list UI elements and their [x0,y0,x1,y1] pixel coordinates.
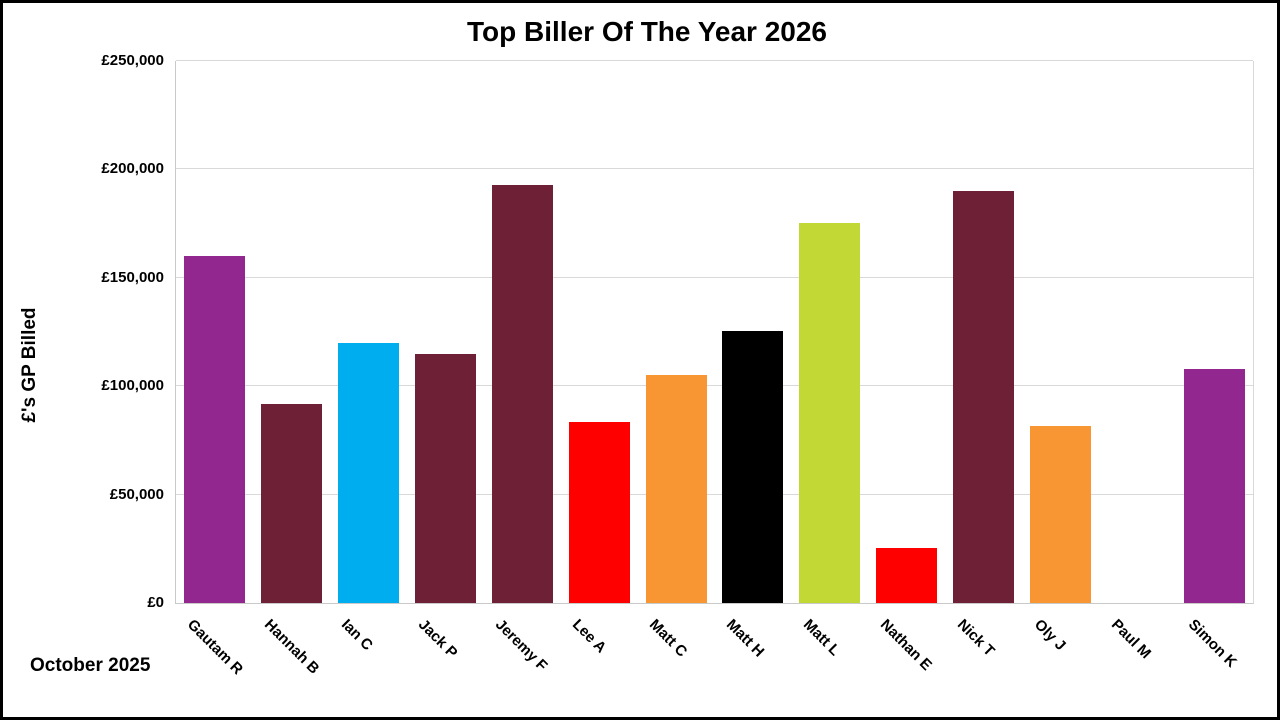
gridline [176,493,1253,495]
y-tick-label: £0 [147,594,164,611]
gridline [176,168,1253,170]
chart-title: Top Biller Of The Year 2026 [467,16,827,47]
bar-matt-l [799,222,861,603]
x-tick-label: Oly J [1030,616,1069,654]
bar-gautam-r [183,256,245,603]
y-tick-label: £250,000 [101,52,164,69]
bar-oly-j [1030,426,1092,603]
bar-nathan-e [876,547,938,603]
gridline [176,60,1253,61]
x-tick-label: Paul M [1107,616,1154,663]
x-tick-label: Matt C [646,616,691,661]
bar-matt-h [722,330,784,603]
gridline [176,385,1253,387]
x-tick-label: Gautam R [184,616,247,679]
y-axis-title: £'s GP Billed [19,307,40,423]
bar-nick-t [953,191,1015,603]
x-tick-label: Nick T [953,616,998,660]
x-tick-label: Jeremy F [492,616,551,675]
y-tick-label: £150,000 [101,268,164,286]
x-tick-label: Nathan E [876,616,935,674]
x-tick-label: Matt L [799,616,844,660]
bar-jack-p [414,353,476,603]
x-tick-label: Simon K [1184,616,1240,672]
x-tick-label: Jack P [415,616,461,662]
y-tick-label: £50,000 [109,485,164,503]
bar-matt-c [645,375,707,603]
y-tick-label: £200,000 [101,160,164,178]
x-tick-label: Lee A [569,616,610,657]
footer-date: October 2025 [30,655,151,676]
bar-lee-a [568,421,630,603]
x-tick-label: Hannah B [261,616,323,678]
gridline [176,276,1253,278]
y-tick-label: £100,000 [101,377,164,395]
x-tick-label: Matt H [722,616,768,661]
bar-hannah-b [260,403,322,603]
bar-jeremy-f [491,184,553,603]
plot-area: £0 £50,000 £100,000 £150,000 £200,000 £250,00… [101,52,1254,678]
x-tick-label: Ian C [338,616,377,654]
bar-ian-c [337,342,399,603]
bar-simon-k [1184,368,1246,603]
